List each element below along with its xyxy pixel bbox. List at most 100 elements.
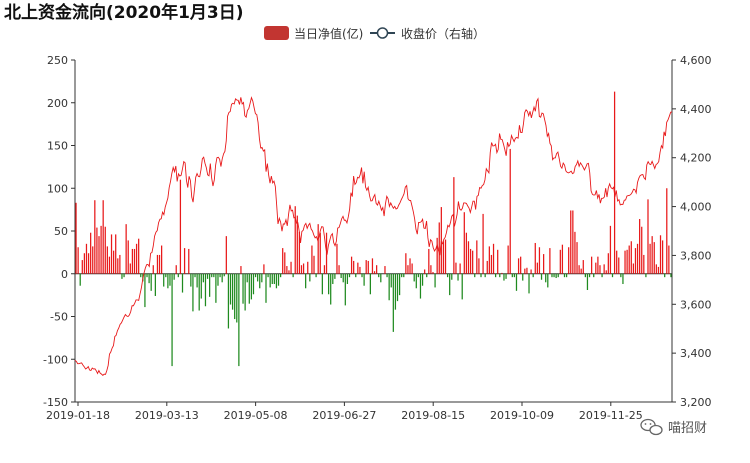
bar-positive — [649, 243, 651, 274]
bar-positive — [94, 200, 96, 274]
bar-positive — [636, 243, 639, 274]
y-right-tick-label: 3,800 — [680, 249, 712, 262]
bar-negative — [213, 273, 215, 278]
x-tick-label: 2019-10-09 — [490, 409, 554, 422]
bar-positive — [574, 231, 576, 274]
bar-positive — [411, 263, 413, 274]
bar-positive — [300, 265, 303, 274]
bar-negative — [173, 273, 175, 280]
y-right-tick-label: 4,000 — [680, 201, 712, 214]
bar-negative — [148, 273, 150, 284]
bar-positive — [100, 225, 102, 274]
bar-positive — [530, 269, 532, 274]
bar-positive — [613, 91, 616, 274]
bar-negative — [670, 273, 672, 278]
bar-negative — [390, 273, 392, 288]
bar-negative — [664, 273, 666, 278]
bar-positive — [509, 148, 511, 274]
bar-positive — [438, 222, 440, 274]
bar-negative — [279, 273, 282, 278]
bar-negative — [551, 273, 553, 278]
bar-negative — [217, 273, 219, 286]
bar-negative — [204, 273, 207, 307]
bar-negative — [553, 273, 555, 278]
bar-positive — [367, 260, 369, 274]
bar-negative — [244, 273, 246, 311]
bar-negative — [223, 273, 225, 277]
bar-negative — [480, 273, 482, 278]
bar-negative — [231, 273, 234, 310]
bar-positive — [131, 248, 134, 274]
bar-negative — [388, 273, 390, 301]
bar-positive — [595, 262, 597, 274]
bar-positive — [639, 219, 641, 274]
bar-positive — [353, 260, 355, 274]
bar-negative — [586, 273, 589, 290]
bar-positive — [599, 265, 601, 274]
bar-negative — [396, 273, 399, 302]
legend-item-bar[interactable]: 当日净值(亿) — [264, 26, 363, 41]
bar-positive — [161, 245, 163, 274]
bar-positive — [536, 262, 538, 274]
bar-positive — [357, 262, 359, 274]
bar-negative — [261, 273, 263, 283]
bar-positive — [117, 258, 119, 274]
y-right-tick-label: 4,400 — [680, 103, 712, 116]
bar-positive — [290, 261, 292, 274]
bar-positive — [179, 179, 182, 274]
bar-positive — [618, 257, 620, 274]
bar-positive — [284, 252, 286, 274]
bar-negative — [565, 273, 568, 278]
y-right-tick-label: 4,200 — [680, 152, 712, 165]
bar-negative — [275, 273, 278, 289]
bar-negative — [234, 273, 236, 320]
bar-negative — [457, 273, 459, 281]
bar-negative — [451, 273, 453, 280]
bar-positive — [668, 245, 670, 274]
y-left-tick-label: 200 — [47, 97, 68, 110]
bar-positive — [490, 254, 493, 274]
bar-positive — [225, 236, 227, 274]
bar-positive — [286, 266, 288, 274]
bar-negative — [601, 273, 603, 278]
bar-negative — [265, 273, 267, 303]
bar-positive — [659, 235, 662, 274]
bar-positive — [350, 256, 353, 274]
bar-positive — [666, 188, 668, 274]
bar-negative — [421, 273, 424, 286]
bar-positive — [597, 256, 599, 274]
bar-negative — [292, 273, 294, 278]
x-tick-label: 2019-06-27 — [312, 409, 376, 422]
bar-negative — [215, 273, 217, 303]
chart-title: 北上资金流向(2020年1月3日) — [4, 2, 244, 23]
bar-positive — [463, 212, 465, 274]
bar-negative — [403, 273, 405, 278]
bar-positive — [376, 265, 378, 274]
y-left-tick-label: -100 — [43, 353, 68, 366]
bar-positive — [578, 265, 580, 274]
bar-positive — [298, 231, 301, 274]
bar-negative — [446, 273, 449, 278]
bar-positive — [317, 224, 319, 274]
bar-positive — [517, 258, 520, 274]
bar-positive — [609, 225, 612, 274]
bar-negative — [532, 273, 534, 278]
bar-positive — [373, 271, 376, 274]
bar-positive — [319, 232, 321, 274]
legend-item-line[interactable]: 收盘价（右轴） — [370, 26, 485, 41]
bar-positive — [313, 255, 315, 274]
bar-negative — [211, 273, 213, 278]
legend[interactable]: 当日净值(亿) 收盘价（右轴） — [264, 26, 485, 41]
bar-positive — [442, 241, 445, 274]
bar-negative — [622, 273, 624, 285]
bar-positive — [296, 215, 298, 274]
bar-positive — [469, 248, 472, 274]
y-left-tick-label: -150 — [43, 396, 68, 409]
bar-negative — [380, 273, 382, 283]
bar-negative — [555, 273, 557, 279]
bar-negative — [254, 273, 257, 278]
bar-negative — [620, 273, 622, 278]
bar-negative — [528, 273, 530, 294]
bar-negative — [259, 273, 261, 289]
